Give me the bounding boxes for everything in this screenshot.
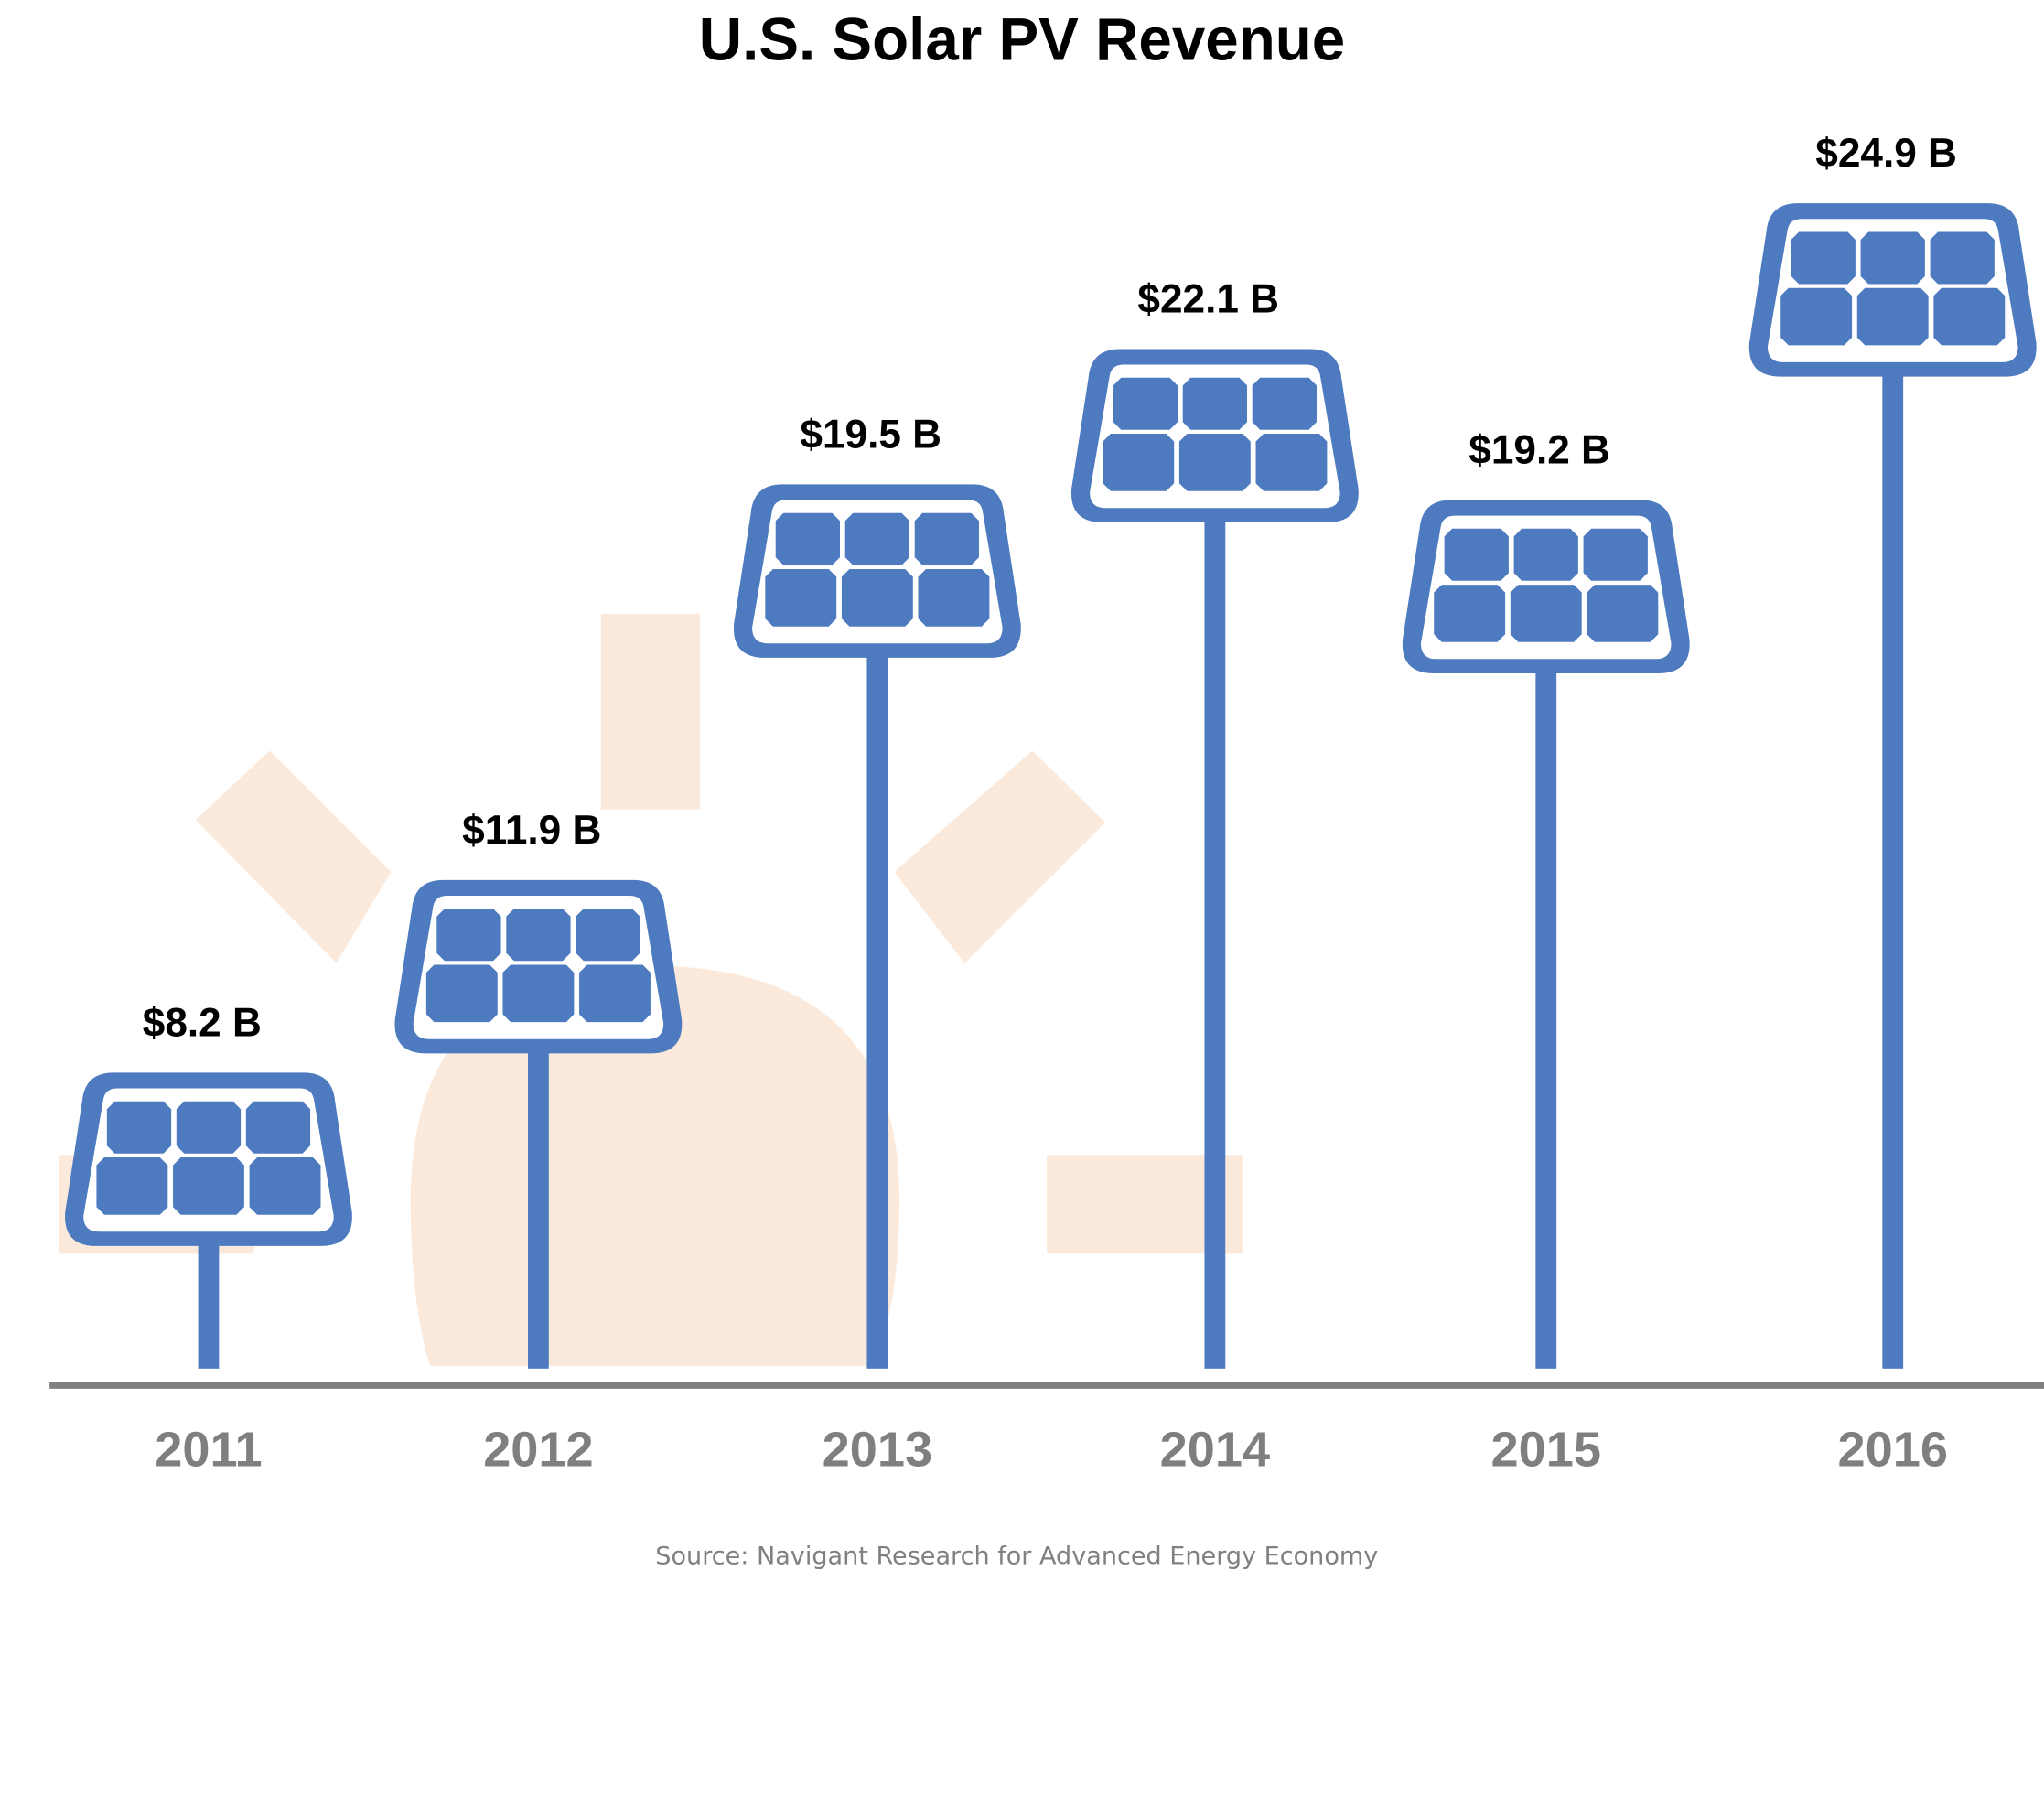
solar-panel-bar: $19.5 B bbox=[733, 413, 1021, 1369]
panel-pole bbox=[1535, 656, 1557, 1369]
panel-pole bbox=[1882, 360, 1904, 1369]
x-tick-label: 2013 bbox=[823, 1423, 932, 1478]
solar-panel-bar: $11.9 B bbox=[394, 808, 683, 1369]
source-note: Source: Navigant Research for Advanced E… bbox=[655, 1543, 1378, 1571]
panel-cell bbox=[1103, 434, 1175, 491]
panel-cell bbox=[1444, 528, 1509, 581]
panel-cell bbox=[1930, 231, 1995, 285]
value-label: $19.5 B bbox=[800, 413, 941, 457]
panel-cell bbox=[245, 1101, 311, 1154]
panel-cell bbox=[1860, 231, 1925, 285]
panel-pole bbox=[866, 640, 888, 1369]
panel-cell bbox=[775, 512, 841, 565]
panel-cell bbox=[918, 569, 990, 627]
sun-ray-top bbox=[600, 613, 701, 810]
panel-cell bbox=[1252, 377, 1317, 430]
panel-cell bbox=[502, 964, 575, 1023]
sun-ray-upper-left bbox=[195, 750, 392, 963]
panel-cell bbox=[1113, 377, 1178, 430]
panel-pole bbox=[528, 1036, 549, 1369]
chart-title: U.S. Solar PV Revenue bbox=[699, 5, 1345, 72]
x-tick-label: 2015 bbox=[1491, 1423, 1601, 1478]
panel-cell bbox=[579, 964, 651, 1023]
value-label: $8.2 B bbox=[143, 1001, 262, 1046]
panel-cell bbox=[765, 569, 837, 627]
panel-pole bbox=[1204, 505, 1226, 1369]
panel-cell bbox=[841, 569, 913, 627]
value-label: $22.1 B bbox=[1137, 277, 1279, 322]
x-tick-labels: 2011 2012 2013 2014 2015 2016 bbox=[155, 1423, 1948, 1478]
panel-cell bbox=[436, 909, 501, 962]
panel-cell bbox=[1583, 528, 1648, 581]
x-tick-label: 2014 bbox=[1160, 1423, 1270, 1478]
value-label: $24.9 B bbox=[1815, 131, 1957, 176]
x-tick-label: 2016 bbox=[1838, 1423, 1948, 1478]
panel-cell bbox=[506, 909, 571, 962]
panel-cell bbox=[576, 909, 640, 962]
solar-panel-bar: $22.1 B bbox=[1070, 277, 1359, 1369]
panel-cell bbox=[249, 1157, 321, 1215]
panel-cell bbox=[844, 512, 909, 565]
panel-cell bbox=[1178, 434, 1251, 491]
value-label: $19.2 B bbox=[1468, 428, 1610, 473]
chart-marks: $8.2 B $11.9 B $19.5 B $22.1 B $19.2 B $24.9 … bbox=[65, 131, 2037, 1369]
x-tick-label: 2012 bbox=[483, 1423, 593, 1478]
panel-cell bbox=[1513, 528, 1578, 581]
panel-cell bbox=[96, 1157, 168, 1215]
panel-cell bbox=[1780, 287, 1853, 346]
panel-cell bbox=[176, 1101, 242, 1154]
solar-panel-bar: $19.2 B bbox=[1402, 428, 1690, 1369]
panel-cell bbox=[1587, 585, 1659, 642]
panel-cell bbox=[1933, 287, 2006, 346]
panel-cell bbox=[1510, 585, 1582, 642]
panel-cell bbox=[425, 964, 498, 1023]
panel-cell bbox=[1182, 377, 1248, 430]
solar-panel-bar: $8.2 B bbox=[65, 1001, 352, 1369]
sun-ray-upper-right bbox=[894, 750, 1106, 963]
panel-cell bbox=[1434, 585, 1506, 642]
panel-cell bbox=[1791, 231, 1856, 285]
panel-cell bbox=[1856, 287, 1929, 346]
panel-pole bbox=[198, 1229, 220, 1369]
panel-cell bbox=[1255, 434, 1328, 491]
solar-panel-bar: $24.9 B bbox=[1748, 131, 2037, 1369]
panel-cell bbox=[173, 1157, 244, 1215]
value-label: $11.9 B bbox=[462, 808, 601, 853]
x-tick-label: 2011 bbox=[155, 1423, 262, 1478]
panel-cell bbox=[914, 512, 979, 565]
panel-cell bbox=[106, 1101, 172, 1154]
